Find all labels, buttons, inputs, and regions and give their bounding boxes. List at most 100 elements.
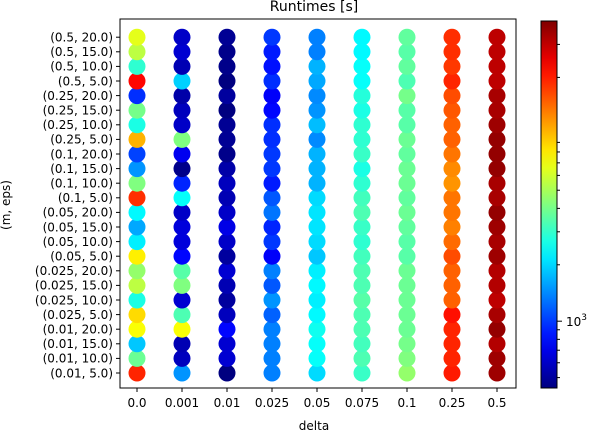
data-point [128, 57, 146, 75]
data-point [308, 87, 326, 105]
data-point [218, 43, 236, 61]
data-point [173, 262, 191, 280]
data-point [308, 291, 326, 309]
chart-title: Runtimes [s] [270, 0, 358, 15]
data-point [308, 130, 326, 148]
data-point [128, 87, 146, 105]
data-point [128, 72, 146, 90]
data-point [173, 43, 191, 61]
data-point [173, 160, 191, 178]
data-point [263, 262, 281, 280]
data-point [128, 306, 146, 324]
data-point [443, 28, 461, 46]
data-point [218, 160, 236, 178]
data-point [173, 116, 191, 134]
data-point [308, 57, 326, 75]
data-point [308, 116, 326, 134]
y-tick-label: (0.25, 20.0) [43, 89, 113, 103]
data-point [263, 291, 281, 309]
data-point [443, 349, 461, 367]
data-point [353, 291, 371, 309]
y-tick-label: (0.1, 20.0) [50, 147, 113, 161]
data-point [443, 335, 461, 353]
data-point [443, 160, 461, 178]
data-point [128, 276, 146, 294]
data-point [488, 43, 506, 61]
data-point [263, 101, 281, 119]
colorbar: 103 [540, 20, 587, 389]
data-point [173, 189, 191, 207]
data-point [443, 174, 461, 192]
data-point [443, 72, 461, 90]
data-point [173, 72, 191, 90]
data-point [443, 87, 461, 105]
data-point [263, 116, 281, 134]
y-tick-label: (0.5, 5.0) [58, 74, 113, 88]
data-point [308, 306, 326, 324]
data-point [353, 43, 371, 61]
data-point [443, 320, 461, 338]
data-point [488, 218, 506, 236]
data-point [443, 276, 461, 294]
data-point [308, 189, 326, 207]
data-point [128, 116, 146, 134]
data-point [263, 335, 281, 353]
data-point [398, 72, 416, 90]
data-point [398, 349, 416, 367]
data-point [353, 233, 371, 251]
data-point [263, 349, 281, 367]
data-point [353, 189, 371, 207]
data-point [218, 145, 236, 163]
data-point [308, 320, 326, 338]
data-point [263, 189, 281, 207]
data-point [308, 145, 326, 163]
data-point [218, 28, 236, 46]
data-point [173, 130, 191, 148]
data-point [353, 335, 371, 353]
data-point [218, 189, 236, 207]
data-point [128, 349, 146, 367]
y-tick-label: (0.025, 10.0) [35, 293, 113, 307]
data-point [398, 291, 416, 309]
y-tick-label: (0.5, 20.0) [50, 31, 113, 45]
data-point [488, 101, 506, 119]
data-point [128, 262, 146, 280]
data-point [128, 130, 146, 148]
data-point [263, 87, 281, 105]
data-point [353, 320, 371, 338]
data-point [128, 291, 146, 309]
y-tick-label: (0.01, 10.0) [43, 352, 113, 366]
data-point [488, 349, 506, 367]
data-point [353, 218, 371, 236]
data-point [263, 145, 281, 163]
data-point [488, 233, 506, 251]
data-point [398, 247, 416, 265]
data-point [488, 306, 506, 324]
y-tick-label: (0.1, 10.0) [50, 177, 113, 191]
data-point [353, 72, 371, 90]
data-point [398, 43, 416, 61]
data-point [398, 116, 416, 134]
data-point [398, 262, 416, 280]
y-tick-label: (0.05, 15.0) [43, 220, 113, 234]
data-point [263, 28, 281, 46]
data-point [488, 57, 506, 75]
data-point [173, 335, 191, 353]
data-point [308, 262, 326, 280]
data-point [308, 101, 326, 119]
data-point [443, 306, 461, 324]
data-point [353, 101, 371, 119]
data-point [398, 101, 416, 119]
y-axis-ticks: (0.01, 5.0)(0.01, 10.0)(0.01, 15.0)(0.01… [35, 31, 120, 380]
data-point [488, 364, 506, 382]
data-point [398, 233, 416, 251]
y-tick-label: (0.05, 10.0) [43, 235, 113, 249]
data-point [263, 247, 281, 265]
data-point [218, 349, 236, 367]
data-point [488, 116, 506, 134]
data-point [173, 291, 191, 309]
data-point [398, 189, 416, 207]
data-point [218, 57, 236, 75]
data-point [173, 349, 191, 367]
y-tick-label: (0.25, 5.0) [50, 133, 113, 147]
